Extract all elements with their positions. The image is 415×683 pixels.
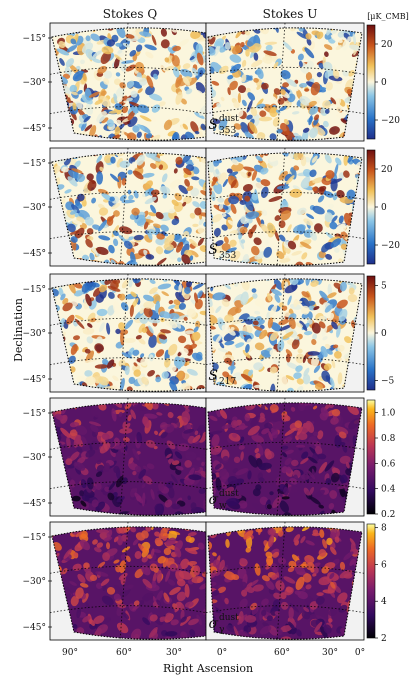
panel-label-sup: dust: [219, 114, 239, 124]
colorbar-tick-label: −20: [381, 241, 400, 251]
colorbar-tick-label: 20: [381, 165, 393, 175]
dec-tick-label: −15°: [23, 285, 47, 295]
dec-tick-label: −15°: [23, 533, 47, 543]
dec-tick-label: −15°: [23, 159, 47, 169]
panel-row-2: −15° −30° −45° S 353 20 0 −20: [23, 147, 400, 267]
panel-label-sub: 217: [219, 377, 236, 387]
stokes-q-map-2: [49, 147, 207, 267]
colorbar-tick-label: 6: [381, 560, 387, 570]
dec-tick-label: −15°: [23, 34, 47, 44]
panel-row-5: −15° −30° −45° σ γ dust 8 6 4 2: [23, 521, 387, 644]
panel-row-1: −15° −30° −45° S 353 dust 20 0 −20: [23, 22, 400, 142]
stokes-q-map-3: [49, 273, 207, 393]
panel-row-3: −15° −30° −45° S 217 5 0 −5: [23, 273, 395, 393]
panel-label-sub: γ: [219, 625, 224, 635]
panel-label-2: S: [208, 242, 218, 258]
dec-tick-label: −15°: [23, 409, 47, 419]
stokes-q-map-1: [49, 22, 207, 142]
colorbar-tick-label: 0: [381, 78, 387, 88]
dec-tick-label: −30°: [23, 577, 47, 587]
x-axis-label: Right Ascension: [163, 662, 253, 675]
panel-label-sup: dust: [219, 489, 239, 499]
panel-label-sub: w: [219, 501, 227, 511]
colorbar-5: [366, 523, 376, 639]
stokes-q-map-5: [49, 521, 207, 641]
dec-tick-label: −45°: [23, 375, 47, 385]
dec-tick-label: −30°: [23, 203, 47, 213]
ra-tick-label: 60°: [116, 648, 132, 658]
dec-tick-label: −30°: [23, 329, 47, 339]
colorbar-tick-label: 4: [381, 597, 387, 607]
colorbar-tick-label: 2: [381, 634, 387, 644]
colorbar-3: [366, 275, 376, 391]
colorbar-2: [366, 149, 376, 265]
stokes-u-map-4: [205, 397, 365, 517]
dec-tick-label: −45°: [23, 499, 47, 509]
colorbar-tick-label: 0: [381, 203, 387, 213]
ra-tick-label: 30°: [166, 648, 182, 658]
stokes-u-map-2: [205, 147, 365, 267]
ra-tick-label: 0°: [217, 648, 227, 658]
colorbar-tick-label: 0.4: [381, 485, 396, 495]
units-label: [μK_CMB]: [367, 12, 409, 21]
dec-tick-label: −45°: [23, 623, 47, 633]
colorbar-tick-label: 8: [381, 524, 387, 534]
dec-tick-label: −30°: [23, 453, 47, 463]
dec-tick-label: −45°: [23, 249, 47, 259]
ra-tick-label: 0°: [355, 648, 365, 658]
colorbar-4: [366, 399, 376, 515]
colorbar-tick-label: 20: [381, 40, 393, 50]
panel-label-4: σ: [208, 492, 218, 508]
ra-tick-label: 60°: [274, 648, 290, 658]
stokes-u-map-3: [205, 273, 365, 393]
colorbar-tick-label: −5: [381, 377, 395, 387]
colorbar-tick-label: 1.0: [381, 409, 396, 419]
panel-label-sub: 353: [219, 126, 236, 136]
colorbar-tick-label: 0.6: [381, 459, 396, 469]
dec-tick-label: −30°: [23, 78, 47, 88]
stokes-u-map-1: [205, 22, 365, 142]
colorbar-1: [366, 24, 376, 140]
dec-tick-label: −45°: [23, 124, 47, 134]
colorbar-tick-label: 0.8: [381, 434, 396, 444]
panel-row-4: −15° −30° −45° σ w dust 1.0 0.8 0.6 0.4 0.2: [23, 397, 396, 520]
column-title-u: Stokes U: [263, 7, 318, 21]
panel-label-sup: dust: [219, 613, 239, 623]
colorbar-tick-label: −20: [381, 116, 400, 126]
stokes-u-map-5: [205, 521, 365, 641]
column-title-q: Stokes Q: [103, 7, 158, 21]
ra-tick-label: 30°: [322, 648, 338, 658]
colorbar-tick-label: 0.2: [381, 510, 395, 520]
panel-label-3: S: [208, 368, 218, 384]
colorbar-tick-label: 5: [381, 282, 387, 292]
panel-label-1: S: [208, 117, 218, 133]
stokes-q-map-4: [49, 397, 207, 517]
colorbar-tick-label: 0: [381, 329, 387, 339]
ra-tick-label: 90°: [62, 648, 78, 658]
y-axis-label: Declination: [12, 298, 25, 362]
panel-label-sub: 353: [219, 251, 236, 261]
panel-label-5: σ: [208, 616, 218, 632]
